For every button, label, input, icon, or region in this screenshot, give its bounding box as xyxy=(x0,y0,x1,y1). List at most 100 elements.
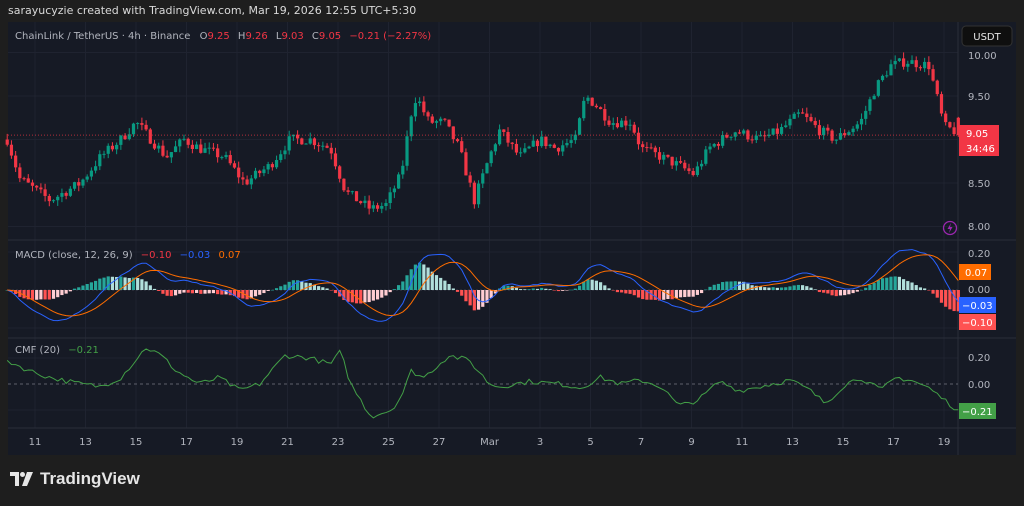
macd-histogram-bar xyxy=(115,277,119,290)
candle-body xyxy=(325,145,329,148)
macd-histogram-bar xyxy=(413,264,418,290)
macd-histogram-bar xyxy=(224,290,228,295)
last-price: 9.05 xyxy=(966,129,988,140)
candle-body xyxy=(822,127,826,136)
candle-body xyxy=(885,75,889,77)
candle xyxy=(956,116,960,137)
low-label: L xyxy=(276,31,282,42)
candle xyxy=(392,185,396,199)
candle-body xyxy=(687,168,691,172)
macd-histogram-bar xyxy=(489,290,493,298)
candle-body xyxy=(249,178,253,185)
tradingview-logo[interactable]: TradingView xyxy=(10,469,140,489)
candle xyxy=(127,128,131,141)
candle-body xyxy=(56,196,60,201)
currency-button[interactable]: USDT xyxy=(961,25,1013,47)
candle xyxy=(14,150,18,172)
candle-body xyxy=(94,166,98,171)
macd-histogram-bar xyxy=(30,290,35,300)
candle xyxy=(624,116,628,131)
macd-histogram-bar xyxy=(375,290,380,300)
time-tick: 27 xyxy=(433,437,446,448)
macd-histogram-bar xyxy=(439,277,443,290)
candle-body xyxy=(897,58,901,61)
candle-body xyxy=(169,152,173,158)
candle-body xyxy=(60,193,64,197)
candle xyxy=(489,149,493,167)
macd-histogram-bar xyxy=(94,280,98,290)
candle xyxy=(472,180,476,209)
lightning-icon[interactable] xyxy=(942,220,958,236)
candle xyxy=(910,55,914,64)
macd-histogram-bar xyxy=(270,289,274,291)
candle xyxy=(169,152,173,163)
macd-histogram-bar xyxy=(767,287,771,290)
macd-histogram-bar xyxy=(620,290,624,293)
macd-histogram-bar xyxy=(64,290,68,294)
macd-histogram-bar xyxy=(333,290,338,294)
candle-body xyxy=(805,113,809,118)
candle-body xyxy=(556,147,561,152)
candle-body xyxy=(152,143,157,149)
macd-histogram-bar xyxy=(85,284,89,290)
candle xyxy=(338,165,342,183)
candle-body xyxy=(434,121,439,123)
cmf-pane[interactable] xyxy=(6,348,959,419)
candle-body xyxy=(523,148,527,153)
candle-body xyxy=(472,182,476,205)
macd-histogram-bar xyxy=(859,289,864,291)
candle-body xyxy=(670,156,674,166)
candle-body xyxy=(868,99,872,111)
candle xyxy=(30,179,35,192)
candle xyxy=(535,139,540,152)
candle xyxy=(712,142,716,148)
candle-body xyxy=(245,179,249,185)
candle-body xyxy=(813,120,817,126)
candle xyxy=(258,169,262,178)
candle xyxy=(691,167,695,177)
candle xyxy=(409,115,413,142)
candle-body xyxy=(39,187,43,190)
candle xyxy=(375,202,380,212)
macd-histogram-bar xyxy=(847,290,851,295)
candle xyxy=(249,174,253,190)
candle xyxy=(944,110,948,126)
macd-histogram-bar xyxy=(561,290,565,291)
macd-histogram-bar xyxy=(674,290,678,299)
macd-histogram-bar xyxy=(649,290,653,300)
low-value: 9.03 xyxy=(281,31,303,42)
macd-histogram-bar xyxy=(918,287,923,290)
macd-histogram-bar xyxy=(106,276,110,290)
time-axis[interactable]: 11 13 15 17 19 21 23 25 27 Mar 3 5 7 9 11 13 15 17 19 xyxy=(29,437,951,448)
macd-histogram-bar xyxy=(249,290,253,299)
candle-body xyxy=(493,144,497,152)
candle-body xyxy=(712,143,716,147)
candle-body xyxy=(35,185,39,188)
candle xyxy=(577,117,582,136)
candle xyxy=(918,65,923,71)
macd-histogram-bar xyxy=(855,290,859,292)
candle-body xyxy=(401,165,405,175)
macd-histogram-bar xyxy=(586,279,590,290)
macd-histogram-bar xyxy=(889,276,893,290)
macd-histogram-bar xyxy=(750,285,754,290)
candle-body xyxy=(98,154,102,167)
macd-histogram-bar xyxy=(771,287,775,290)
macd-tick: 0.00 xyxy=(968,285,990,296)
candle xyxy=(342,178,346,192)
candle-body xyxy=(123,135,127,140)
candle xyxy=(615,117,620,129)
macd-histogram-bar xyxy=(409,269,413,290)
candle xyxy=(565,138,569,148)
candle xyxy=(931,64,935,82)
macd-histogram-bar xyxy=(872,283,876,290)
candle xyxy=(186,137,190,149)
candle-body xyxy=(274,160,279,168)
macd-pane[interactable] xyxy=(5,249,960,322)
candle-body xyxy=(565,143,569,146)
candle xyxy=(678,156,683,165)
candle-body xyxy=(447,119,451,127)
price-pane[interactable] xyxy=(5,52,960,215)
candle-body xyxy=(287,136,291,151)
